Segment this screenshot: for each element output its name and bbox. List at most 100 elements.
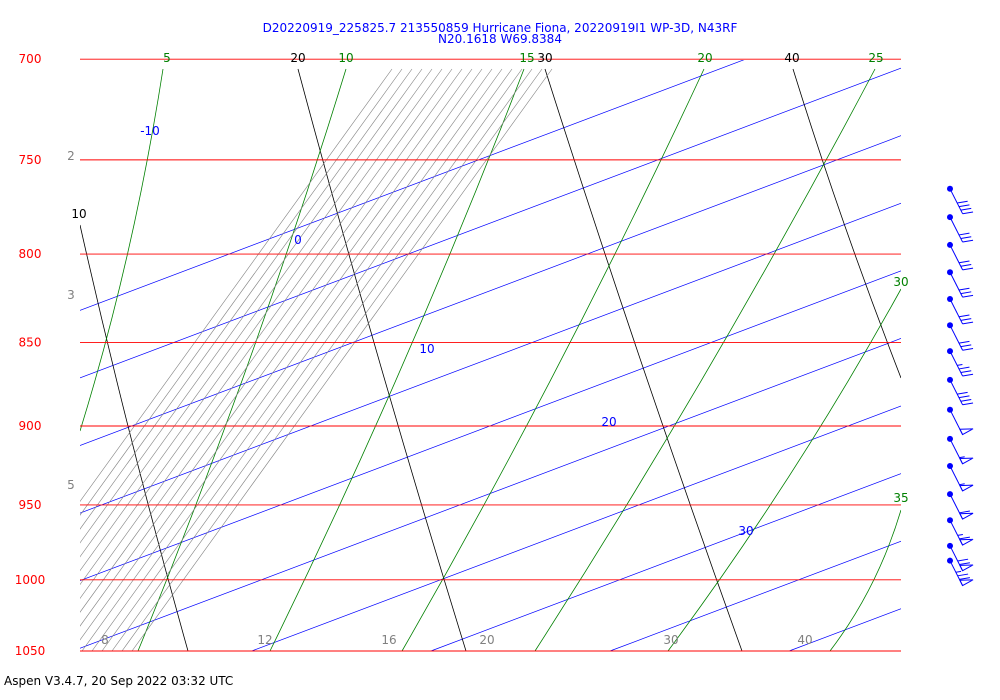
wind-barb-feather (958, 366, 970, 370)
moist-adiabat-lines (80, 68, 901, 652)
chart-title: D20220919_225825.7 213550859 Hurricane F… (262, 21, 738, 35)
wind-barb-staff (949, 216, 964, 243)
wind-barb-feather (960, 370, 972, 373)
dry-adiabat-line (792, 68, 901, 379)
mixing-ratio-label: 3 (67, 288, 75, 302)
wind-barb-feather (958, 395, 970, 399)
dry-adiabat-label: 10 (71, 207, 86, 221)
wind-barb-pennant (959, 428, 974, 436)
isotherm-label: -10 (140, 124, 160, 138)
isobar-lines (80, 58, 901, 652)
wind-barb-half-feather (957, 533, 963, 536)
moist-adiabat-label: 35 (893, 491, 908, 505)
wind-barb-feather (957, 558, 969, 562)
wind-barb-pennant (959, 512, 974, 520)
pressure-tick-label: 850 (19, 336, 42, 350)
moist-adiabat-label: 25 (868, 51, 883, 65)
wind-barb-feather (960, 344, 972, 348)
mixing-ratio-line (80, 68, 473, 613)
wind-barb-feather (958, 260, 970, 264)
wind-barb-feather (962, 294, 974, 298)
dry-adiabat-line (297, 68, 467, 652)
wind-barb (947, 376, 974, 406)
moist-adiabat-label: 5 (163, 51, 171, 65)
mixing-ratio-line (80, 68, 443, 572)
isotherm-label: 20 (601, 415, 616, 429)
isotherm-line (80, 270, 901, 582)
isotherm-line (80, 202, 901, 514)
wind-barb (947, 435, 974, 465)
wind-barb-feather (960, 318, 972, 321)
wind-barb (947, 185, 974, 215)
dry-adiabat-label: 40 (784, 51, 799, 65)
mixing-ratio-line (80, 68, 483, 627)
wind-barb-feather (958, 314, 970, 318)
wind-barb-staff (949, 188, 964, 214)
wind-barb (947, 491, 974, 520)
dry-adiabat-label: 30 (537, 51, 552, 65)
bottom-temperature-label: 40 (797, 633, 812, 647)
wind-barb-pennant (959, 457, 974, 465)
dry-adiabat-lines (80, 68, 901, 652)
wind-barb-feather (962, 239, 974, 243)
bottom-temperature-label: 12 (257, 633, 272, 647)
wind-barb-feather (957, 391, 968, 395)
mixing-ratio-line (111, 68, 533, 652)
pressure-tick-label: 700 (19, 52, 42, 66)
moist-adiabat-line (667, 288, 901, 652)
wind-barb-staff (949, 271, 964, 298)
mixing-ratio-line (80, 68, 463, 599)
wind-barb-feather (960, 291, 972, 295)
moist-adiabat-line (534, 68, 876, 652)
pressure-tick-label: 1050 (15, 644, 46, 658)
footer-text: Aspen V3.4.7, 20 Sep 2022 03:32 UTC (4, 674, 234, 688)
wind-barb (947, 295, 974, 325)
wind-barb (947, 462, 974, 492)
wind-barb-feather (962, 347, 974, 351)
isotherm-line (80, 338, 901, 649)
isotherm-line (80, 67, 901, 379)
wind-barb-feather (962, 402, 974, 406)
wind-barb-feather (962, 373, 974, 377)
wind-barb-feather (958, 232, 970, 236)
wind-barb-feather (960, 398, 972, 402)
isotherm-line (80, 60, 745, 311)
wind-barb-feather (959, 562, 970, 566)
axis-labels: 700 750 800 850 900 950 1000 1050 -10 0 10 20 30 8 12 1… (15, 51, 909, 658)
isotherm-line (968, 59, 1000, 651)
isotherm-line (80, 135, 901, 446)
wind-barb (947, 322, 974, 351)
wind-barb-feather (962, 267, 974, 271)
mixing-ratio-line (131, 68, 553, 652)
wind-barb-pennant (959, 579, 974, 587)
wind-barb-staff (949, 350, 964, 377)
isotherm-label: 10 (419, 342, 434, 356)
isotherm-line (251, 405, 901, 652)
mixing-ratio-line (80, 68, 413, 530)
mixing-ratio-line (80, 68, 493, 641)
wind-barb-pennant (959, 484, 974, 492)
isotherm-line (609, 540, 901, 652)
mixing-ratio-line (80, 68, 403, 516)
mixing-ratio-label: 2 (67, 149, 75, 163)
isotherm-line (430, 473, 901, 652)
pressure-tick-label: 750 (19, 153, 42, 167)
moist-adiabat-line (401, 68, 705, 652)
wind-barb (947, 517, 974, 546)
wind-barb-feather (960, 236, 972, 239)
dry-adiabat-line (544, 68, 743, 652)
wind-barb-feather (957, 200, 968, 204)
mixing-ratio-line (80, 68, 393, 502)
wind-barb-feather (960, 264, 972, 267)
wind-barb-feather (958, 340, 970, 344)
wind-barb (947, 406, 974, 436)
wind-barb-feather (959, 577, 970, 580)
mixing-ratio-line (80, 68, 423, 544)
pressure-tick-label: 950 (19, 498, 42, 512)
chart-subtitle: N20.1618 W69.8384 (438, 32, 562, 46)
wind-barb-staff (949, 298, 964, 325)
wind-barb-pennant (959, 538, 974, 546)
pressure-tick-label: 1000 (15, 573, 46, 587)
wind-barb (947, 214, 974, 243)
bottom-temperature-label: 8 (101, 633, 109, 647)
